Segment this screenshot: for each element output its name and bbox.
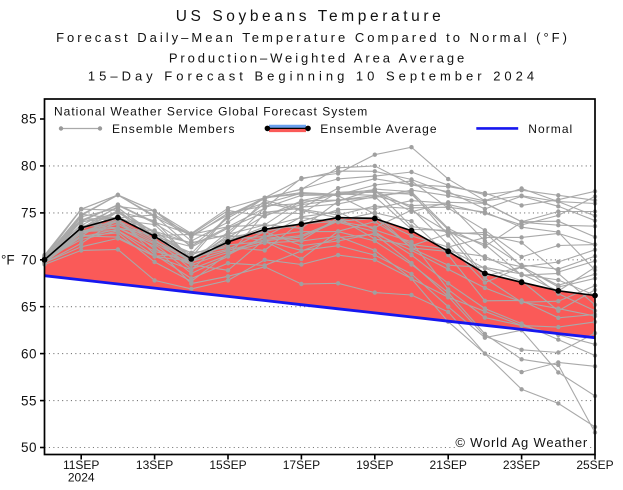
- svg-text:15SEP: 15SEP: [209, 458, 246, 472]
- svg-text:Normal: Normal: [528, 122, 573, 136]
- svg-text:19SEP: 19SEP: [356, 458, 393, 472]
- svg-text:US Soybeans Temperature: US Soybeans Temperature: [176, 8, 445, 25]
- svg-text:60: 60: [21, 346, 37, 361]
- svg-text:85: 85: [21, 112, 37, 127]
- svg-text:© World Ag Weather: © World Ag Weather: [455, 435, 588, 450]
- svg-text:15–Day Forecast Beginning 10 S: 15–Day Forecast Beginning 10 September 2…: [88, 69, 538, 84]
- svg-text:17SEP: 17SEP: [283, 458, 320, 472]
- svg-text:65: 65: [21, 299, 37, 314]
- svg-text:Production–Weighted Area Avera: Production–Weighted Area Average: [169, 51, 467, 66]
- svg-text:25SEP: 25SEP: [576, 458, 613, 472]
- svg-text:National Weather Service Globa: National Weather Service Global Forecast…: [54, 105, 368, 119]
- svg-text:80: 80: [21, 159, 37, 174]
- svg-text:13SEP: 13SEP: [136, 458, 173, 472]
- svg-text:23SEP: 23SEP: [503, 458, 540, 472]
- svg-text:21SEP: 21SEP: [430, 458, 467, 472]
- svg-text:55: 55: [21, 393, 37, 408]
- svg-text:Ensemble Members: Ensemble Members: [112, 122, 236, 136]
- svg-text:75: 75: [21, 206, 37, 221]
- svg-text:50: 50: [21, 440, 37, 455]
- svg-text:11SEP: 11SEP: [63, 458, 99, 472]
- svg-text:Forecast Daily–Mean Temperatur: Forecast Daily–Mean Temperature Compared…: [56, 30, 570, 45]
- svg-text:Ensemble Average: Ensemble Average: [320, 122, 437, 136]
- svg-text:70: 70: [21, 253, 37, 268]
- svg-text:2024: 2024: [68, 471, 95, 485]
- svg-text:°F: °F: [1, 253, 15, 268]
